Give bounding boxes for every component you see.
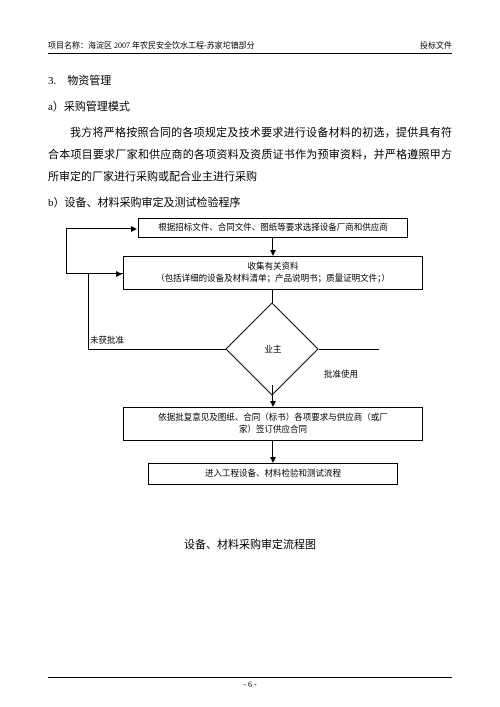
flow-box-3: 依据批复意见及图纸、合同（标书）各项要求与供应商（或厂 家）签订供应合同 (123, 407, 423, 441)
flow-box-4-text: 进入工程设备、材料检验和测试流程 (205, 468, 341, 480)
flowchart: 根据招标文件、合同文件、图纸等要求选择设备厂商和供应商 收集有关资料 （包括详细… (48, 218, 452, 518)
subsection-b: b）设备、材料采购审定及测试检验程序 (48, 194, 452, 210)
flow-box-2-line2: （包括详细的设备及材料清单；产品说明书；质量证明文件；） (156, 273, 390, 285)
flow-diamond-text: 业主 (258, 343, 288, 355)
page-header: 项目名称：海淀区 2007 年农民安全饮水工程-苏家坨镇部分 投标文件 (48, 40, 452, 54)
flow-box-3-line1: 依据批复意见及图纸、合同（标书）各项要求与供应商（或厂 (158, 412, 388, 424)
subsection-a: a）采购管理模式 (48, 98, 452, 114)
flow-box-2-line1: 收集有关资料 (247, 261, 298, 273)
flow-box-2: 收集有关资料 （包括详细的设备及材料清单；产品说明书；质量证明文件；） (123, 256, 423, 290)
flow-caption: 设备、材料采购审定流程图 (48, 536, 452, 552)
flow-box-1: 根据招标文件、合同文件、图纸等要求选择设备厂商和供应商 (138, 218, 408, 238)
approve-tick (319, 349, 379, 350)
flow-box-4: 进入工程设备、材料检验和测试流程 (148, 463, 398, 485)
label-reject: 未获批准 (90, 334, 124, 346)
header-right: 投标文件 (420, 40, 452, 51)
loop-v (66, 228, 67, 274)
paragraph-a: 我方将严格按照合同的各项规定及技术要求进行设备材料的初选，提供具有符合本项目要求… (48, 122, 452, 188)
reject-v (88, 273, 89, 350)
flow-box-3-line2: 家）签订供应合同 (239, 424, 307, 436)
section-title: 3. 物资管理 (48, 72, 452, 88)
page-number: - 6 - (243, 680, 256, 689)
label-approve: 批准使用 (324, 368, 358, 380)
page-footer: - 6 - (48, 677, 452, 689)
reject-h (88, 349, 226, 350)
header-left: 项目名称：海淀区 2007 年农民安全饮水工程-苏家坨镇部分 (48, 40, 255, 51)
flow-box-1-text: 根据招标文件、合同文件、图纸等要求选择设备厂商和供应商 (158, 222, 388, 234)
loop-head (131, 226, 137, 232)
loop-h1 (66, 273, 123, 274)
loop-h2 (66, 228, 133, 229)
